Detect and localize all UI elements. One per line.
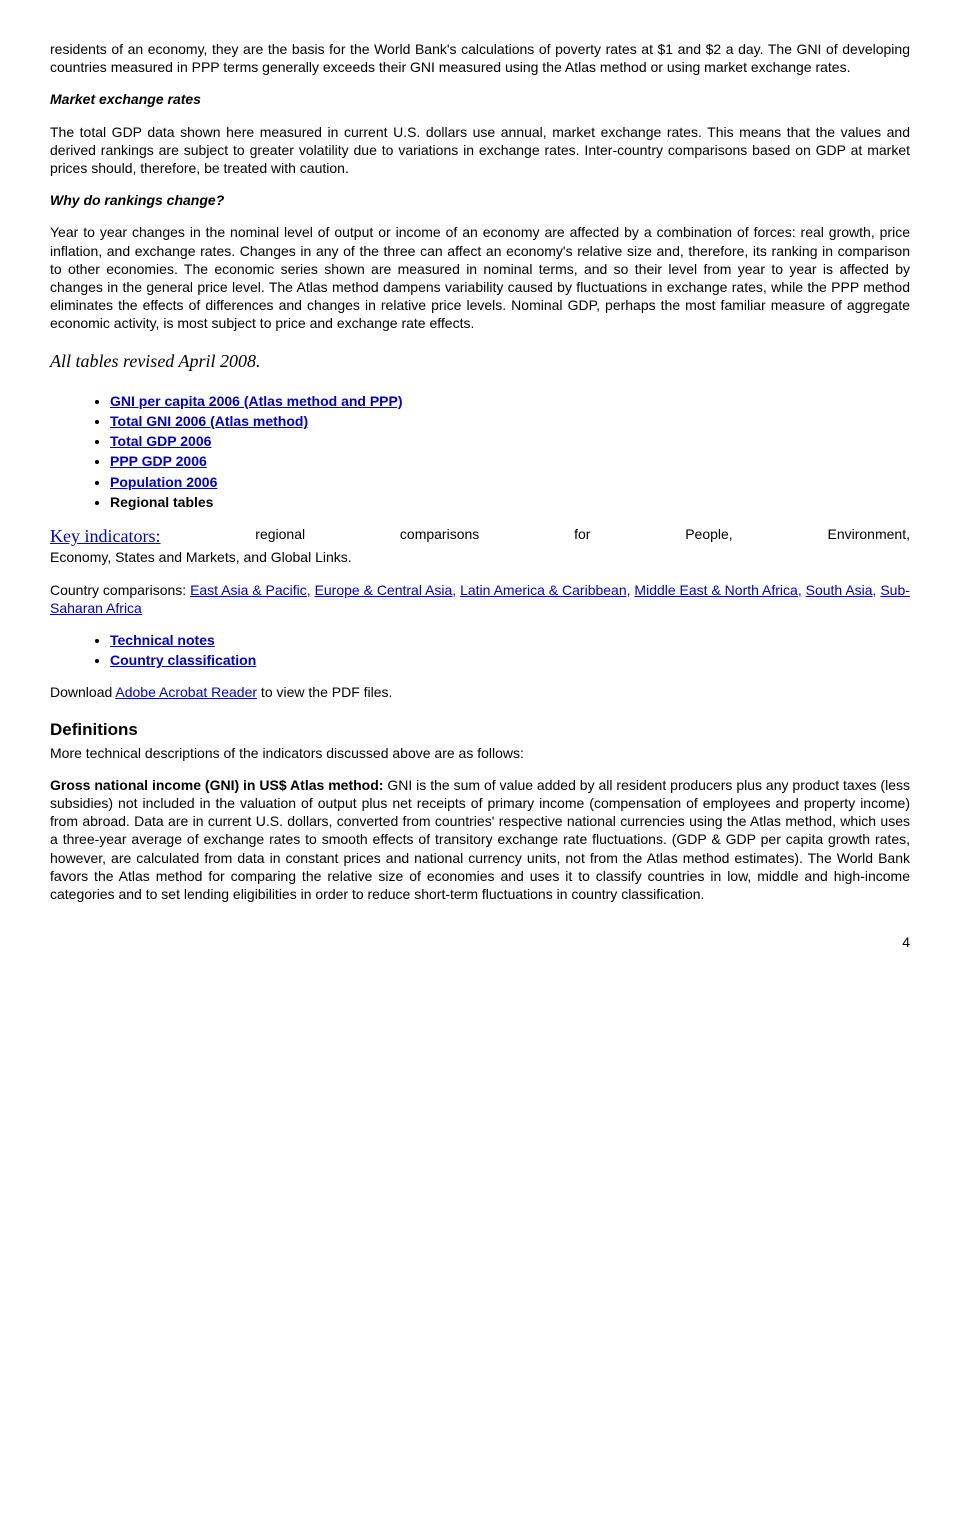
key-word-environment: Environment,: [828, 525, 910, 548]
key-word-people: People,: [685, 525, 732, 548]
heading-definitions: Definitions: [50, 719, 910, 741]
paragraph-gni-definition: Gross national income (GNI) in US$ Atlas…: [50, 776, 910, 903]
link-total-gni[interactable]: Total GNI 2006 (Atlas method): [110, 413, 308, 429]
heading-why-rankings: Why do rankings change?: [50, 191, 910, 209]
link-ppp-gdp[interactable]: PPP GDP 2006: [110, 453, 207, 469]
country-comparisons-label: Country comparisons:: [50, 582, 190, 598]
link-adobe-reader[interactable]: Adobe Acrobat Reader: [115, 684, 257, 700]
link-middle-east[interactable]: Middle East & North Africa,: [634, 582, 801, 598]
download-para: Download Adobe Acrobat Reader to view th…: [50, 683, 910, 701]
heading-tables-revised: All tables revised April 2008.: [50, 350, 910, 373]
paragraph-year-changes: Year to year changes in the nominal leve…: [50, 223, 910, 332]
link-key-indicators[interactable]: Key indicators:: [50, 525, 160, 548]
link-gni-per-capita[interactable]: GNI per capita 2006 (Atlas method and PP…: [110, 393, 403, 409]
link-country-classification[interactable]: Country classification: [110, 652, 256, 668]
page-number: 4: [50, 933, 910, 951]
link-population[interactable]: Population 2006: [110, 474, 217, 490]
paragraph-residents: residents of an economy, they are the ba…: [50, 40, 910, 76]
key-indicators-line2: Economy, States and Markets, and Global …: [50, 549, 352, 565]
link-east-asia[interactable]: East Asia & Pacific,: [190, 582, 311, 598]
paragraph-gdp-data: The total GDP data shown here measured i…: [50, 123, 910, 178]
key-word-comparisons: comparisons: [400, 525, 479, 548]
country-comparisons-para: Country comparisons: East Asia & Pacific…: [50, 581, 910, 617]
definitions-intro: More technical descriptions of the indic…: [50, 744, 910, 762]
key-word-for: for: [574, 525, 590, 548]
key-word-regional: regional: [255, 525, 305, 548]
link-latin-america[interactable]: Latin America & Caribbean,: [460, 582, 630, 598]
link-europe-central-asia[interactable]: Europe & Central Asia,: [315, 582, 457, 598]
links-list-tables: GNI per capita 2006 (Atlas method and PP…: [50, 392, 910, 511]
link-south-asia[interactable]: South Asia,: [806, 582, 877, 598]
link-total-gdp[interactable]: Total GDP 2006: [110, 433, 211, 449]
links-list-notes: Technical notes Country classification: [50, 631, 910, 669]
download-pre: Download: [50, 684, 115, 700]
gni-definition-label: Gross national income (GNI) in US$ Atlas…: [50, 777, 383, 793]
key-indicators-row: Key indicators: regional comparisons for…: [50, 525, 910, 567]
regional-tables-label: Regional tables: [110, 493, 910, 511]
heading-market-exchange: Market exchange rates: [50, 90, 910, 108]
link-technical-notes[interactable]: Technical notes: [110, 632, 215, 648]
download-post: to view the PDF files.: [257, 684, 392, 700]
gni-definition-body: GNI is the sum of value added by all res…: [50, 777, 910, 902]
